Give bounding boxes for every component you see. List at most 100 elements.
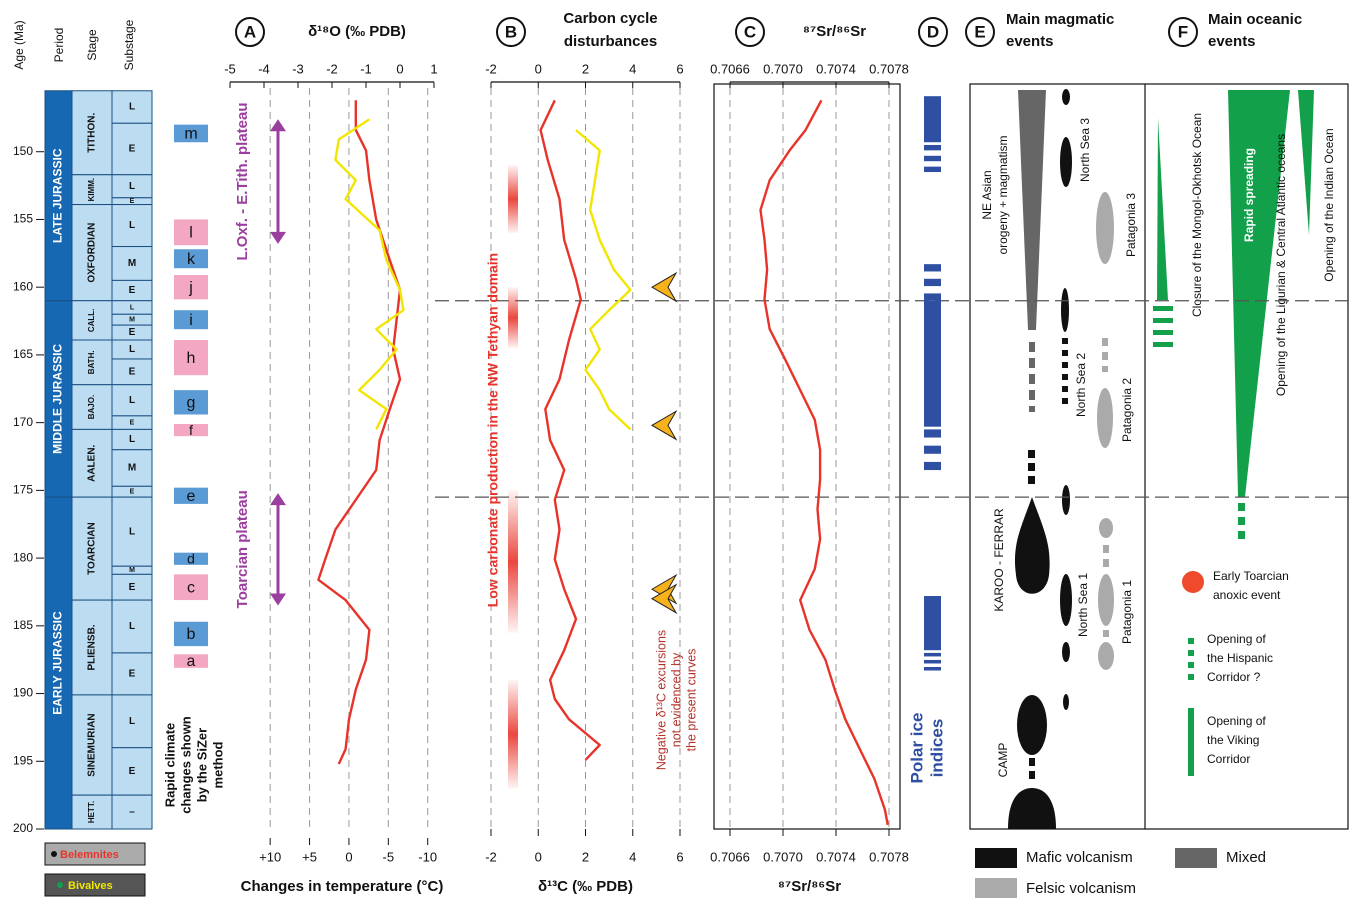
- substage-label: L: [129, 621, 135, 632]
- magmatic-shapes: [1008, 89, 1114, 829]
- viking-bar: [1188, 708, 1194, 776]
- sizer-label: m: [184, 126, 197, 143]
- period-label: LATE JURASSIC: [51, 148, 65, 243]
- anoxic-dot: [1182, 571, 1204, 593]
- panel-circle: [496, 17, 526, 47]
- x-tick-label: 0.7074: [816, 61, 856, 76]
- sizer-title: Rapid climate: [162, 723, 177, 808]
- chart-title: disturbances: [564, 33, 657, 50]
- substage-box: [111, 747, 153, 796]
- substage-box: [111, 90, 153, 124]
- patagonia-dashes: [1102, 338, 1108, 372]
- polar-ice-bar: [924, 155, 941, 162]
- panel-title: events: [1006, 33, 1054, 50]
- y-tick-label: 170: [13, 415, 33, 429]
- x-tick-label: 0.7070: [763, 61, 803, 76]
- polar-ice-interval: [924, 429, 941, 471]
- panel-ef-frame: [969, 83, 1349, 830]
- north-sea-dashes: [1062, 338, 1068, 404]
- x2-tick-label: +5: [302, 849, 317, 864]
- substage-label: L: [129, 181, 135, 192]
- low-carbonate-bar: [508, 490, 518, 633]
- mafic-dashes: [1028, 450, 1035, 484]
- ligurian-dash: [1238, 531, 1245, 539]
- period-box: [44, 496, 73, 830]
- event-label: Opening of the Ligurian & Central Atlant…: [1274, 134, 1288, 396]
- polar-ice-bar: [924, 659, 941, 664]
- panel-letter: F: [1178, 22, 1188, 41]
- patagonia-shape: [1096, 192, 1114, 264]
- plateau-label: Toarcian plateau: [234, 490, 251, 608]
- mongol-dash: [1153, 306, 1173, 311]
- y-tick-label: 160: [13, 279, 33, 293]
- arrow-head: [270, 493, 286, 606]
- y-tick-label: 180: [13, 550, 33, 564]
- patagonia-shape: [1098, 574, 1114, 626]
- mongol-dash: [1153, 330, 1173, 335]
- hispanic-dash: [1188, 674, 1194, 680]
- panel-title: Main magmatic: [1006, 11, 1114, 28]
- polar-ice-bar: [924, 96, 941, 143]
- polar-ice-bar: [924, 278, 941, 287]
- x-tick-label: -2: [485, 849, 497, 864]
- legend-swatch: [1175, 848, 1217, 868]
- mongol-dash: [1153, 342, 1173, 347]
- x-tick-label: 2: [582, 61, 589, 76]
- event-label: Corridor ?: [1207, 670, 1261, 684]
- substage-label: E: [129, 766, 136, 777]
- low-carbonate-bar: [508, 165, 518, 233]
- sizer-box: [174, 274, 208, 300]
- x-tick-label: -1: [360, 61, 372, 76]
- substage-label: M: [128, 258, 136, 269]
- stage-box: [71, 174, 113, 206]
- substage-label: L: [129, 526, 135, 537]
- x-axis-label: Changes in temperature (°C): [241, 878, 444, 895]
- stage-label: BATH.: [87, 350, 96, 374]
- panel-circle: [1168, 17, 1198, 47]
- x-tick-label: -4: [258, 61, 270, 76]
- substage-label: L: [130, 304, 135, 311]
- data-line: [317, 100, 402, 765]
- north-sea-shape: [1062, 485, 1070, 515]
- sizer-title: changes shown: [178, 716, 193, 814]
- data-line: [539, 99, 601, 761]
- substage-label: M: [128, 463, 136, 474]
- substage-box: [111, 384, 153, 417]
- sizer-label: g: [187, 395, 196, 412]
- karoo-shape: [1014, 497, 1050, 594]
- sizer-title: method: [210, 741, 225, 788]
- stage-label: HETT.: [87, 801, 96, 823]
- polar-ice-interval: [924, 264, 941, 301]
- sizer-label: a: [187, 653, 196, 670]
- event-label: the Hispanic: [1207, 651, 1273, 665]
- event-label: North Sea 3: [1078, 118, 1092, 182]
- panel-letter: E: [974, 22, 985, 41]
- north-sea-shape: [1063, 694, 1069, 710]
- y-tick-label: 195: [13, 753, 33, 767]
- sizer-label: f: [189, 423, 193, 439]
- patagonia-shape: [1097, 388, 1113, 448]
- ligurian-wedge: [1228, 90, 1290, 497]
- oceanic-shapes: [1153, 90, 1314, 776]
- patagonia-shape: [1099, 518, 1113, 538]
- stage-label: OXFORDIAN: [87, 223, 98, 283]
- polar-ice-bar: [924, 596, 941, 651]
- north-sea-shape: [1062, 89, 1070, 105]
- substage-box: [111, 694, 153, 749]
- substage-box: [111, 246, 153, 281]
- sizer-box: [174, 654, 208, 668]
- data-line: [334, 118, 405, 430]
- polar-ice-interval: [924, 596, 941, 651]
- polar-ice-bar: [924, 445, 941, 454]
- data-line: [575, 129, 632, 431]
- stage-label: KIMM.: [87, 178, 96, 202]
- y-tick-label: 165: [13, 347, 33, 361]
- substage-box: [111, 204, 153, 248]
- polar-ice-interval: [924, 652, 941, 671]
- disturbance-arrow: [651, 583, 678, 615]
- period-label: MIDDLE JURASSIC: [51, 344, 65, 454]
- event-label: Patagonia 3: [1124, 193, 1138, 257]
- camp-shape: [1017, 695, 1047, 755]
- polar-ice-bar: [924, 666, 941, 671]
- north-sea-shape: [1060, 574, 1072, 626]
